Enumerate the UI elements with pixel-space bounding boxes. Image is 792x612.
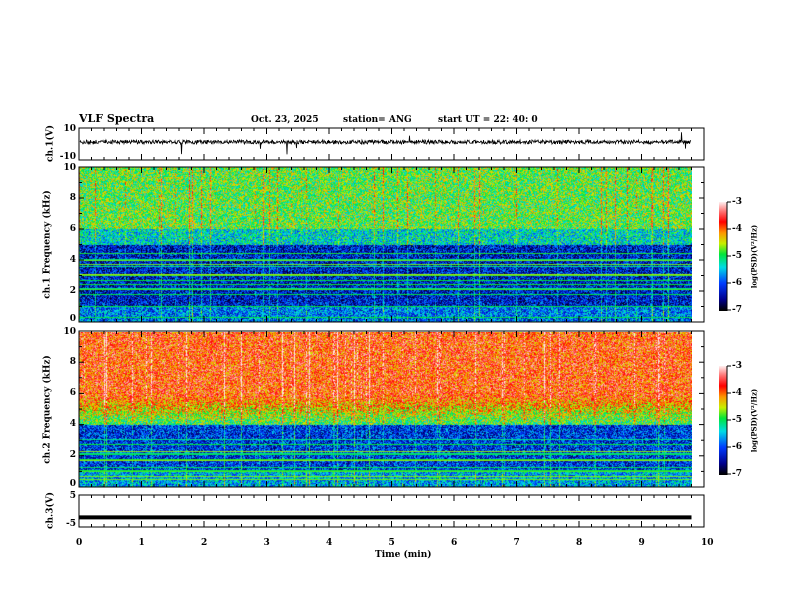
y-tick-label: 10 [63,327,76,337]
y-tick-label: 6 [69,223,76,234]
x-tick-label: 5 [388,538,395,548]
y-tick-label: 5 [69,491,76,501]
colorbar-tick-label: -5 [732,250,742,261]
x-tick-label: 0 [76,538,83,548]
x-tick-label: 10 [701,538,714,548]
ch3-ylabel: ch.3(V) [45,492,56,529]
y-tick-label: 2 [69,450,76,461]
ch2-colorbar [719,366,727,475]
x-tick-label: 1 [138,538,145,548]
ch1-spec-ylabel: ch.1 Frequency (kHz) [42,190,53,299]
y-tick-label: 4 [69,419,76,430]
colorbar-tick-label: -3 [732,360,742,371]
panel-frame [78,330,705,488]
ch2-colorbar-label: log(PSD)(V²/Hz) [749,388,759,453]
x-tick-label: 2 [201,538,208,548]
colorbar-tick-label: -6 [732,277,742,288]
y-tick-label: -5 [66,519,76,529]
ch1-waveform-line [79,132,692,155]
ch1-colorbar-label: log(PSD)(V²/Hz) [749,224,759,289]
x-axis-label: Time (min) [375,550,432,560]
figure-title: VLF Spectra [79,112,155,125]
y-tick-label: -10 [59,152,76,162]
y-tick-label: 4 [69,254,76,265]
y-tick-label: 10 [63,163,76,173]
x-tick-label: 7 [513,538,520,548]
colorbar-tick-label: -4 [732,223,742,234]
ch2-spectrogram [79,332,692,487]
y-tick-label: 2 [69,285,76,296]
start-time-label: start UT = 22: 40: 0 [438,115,538,125]
ch2-spec-ylabel: ch.2 Frequency (kHz) [42,355,53,464]
x-tick-label: 4 [326,538,333,548]
y-tick-label: 0 [69,479,76,489]
ch1-ylabel: ch.1(V) [45,125,56,162]
x-tick-label: 9 [638,538,645,548]
y-tick-label: 0 [69,314,76,324]
ch1-spectrogram [79,167,692,322]
colorbar-tick-label: -3 [732,196,742,207]
ch1-colorbar [719,202,727,311]
y-tick-label: 6 [69,387,76,398]
colorbar-tick-label: -4 [732,387,742,398]
colorbar-tick-label: -5 [732,414,742,425]
colorbar-tick-label: -7 [732,304,742,315]
y-tick-label: 8 [69,356,76,367]
colorbar-tick-label: -6 [732,441,742,452]
date-label: Oct. 23, 2025 [251,115,319,125]
x-tick-label: 8 [576,538,583,548]
x-tick-label: 6 [451,538,458,548]
y-tick-label: 10 [63,124,76,134]
y-tick-label: 8 [69,192,76,203]
station-label: station= ANG [343,115,412,125]
colorbar-tick-label: -7 [732,468,742,479]
x-tick-label: 3 [263,538,270,548]
panel-frame [78,166,705,323]
